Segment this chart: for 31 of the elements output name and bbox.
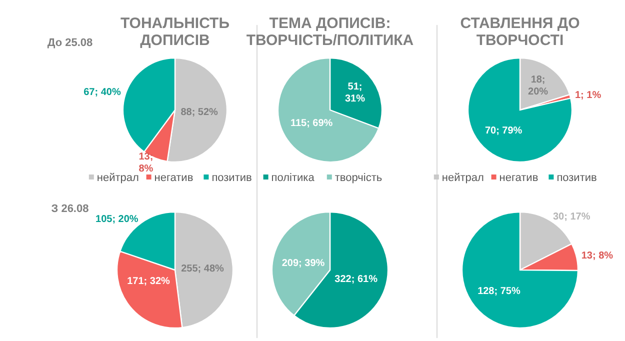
data-label: 18; 20% <box>528 74 548 98</box>
text: До 25.08 <box>47 37 93 49</box>
data-label: 30; 17% <box>552 210 590 222</box>
data-label: 105; 20% <box>96 213 138 224</box>
legend-label: негатив <box>154 172 194 184</box>
legend-label: політика <box>271 172 316 184</box>
chart-title: ТЕМА ДОПИСІВ: ТВОРЧІСТЬ/ПОЛІТИКА <box>246 15 414 49</box>
legend-label: нейтрал <box>442 172 484 184</box>
legend-label: творчість <box>334 172 382 184</box>
legend-label: негатив <box>499 172 538 184</box>
data-label: 255; 48% <box>181 262 224 274</box>
data-label: 209; 39% <box>282 257 325 268</box>
data-label: 88; 52% <box>180 106 218 118</box>
pie-slice <box>467 57 573 163</box>
chart-title: ТОНАЛЬНІСТЬ ДОПИСІВ <box>120 15 230 49</box>
legend-label: позитив <box>212 172 252 184</box>
data-label: 171; 32% <box>127 276 170 287</box>
data-label: 70; 79% <box>484 125 522 136</box>
text: З 26.08 <box>51 203 89 215</box>
chart-title: СТАВЛЕННЯ ДО ТВОРЧОСТІ <box>460 15 580 49</box>
data-label: 67; 40% <box>84 86 121 98</box>
data-label: 115; 69% <box>290 117 333 128</box>
data-label: 322; 61% <box>334 274 378 285</box>
data-label: 13; 8% <box>581 250 614 262</box>
pie-slice <box>277 57 380 163</box>
data-label: 13; 8% <box>138 151 154 174</box>
data-label: 128; 75% <box>478 285 520 296</box>
legend-label: нейтрал <box>96 172 139 184</box>
data-label: 1; 1% <box>575 90 602 101</box>
legend-label: позитив <box>556 172 598 184</box>
data-label: 51; 31% <box>344 81 366 104</box>
